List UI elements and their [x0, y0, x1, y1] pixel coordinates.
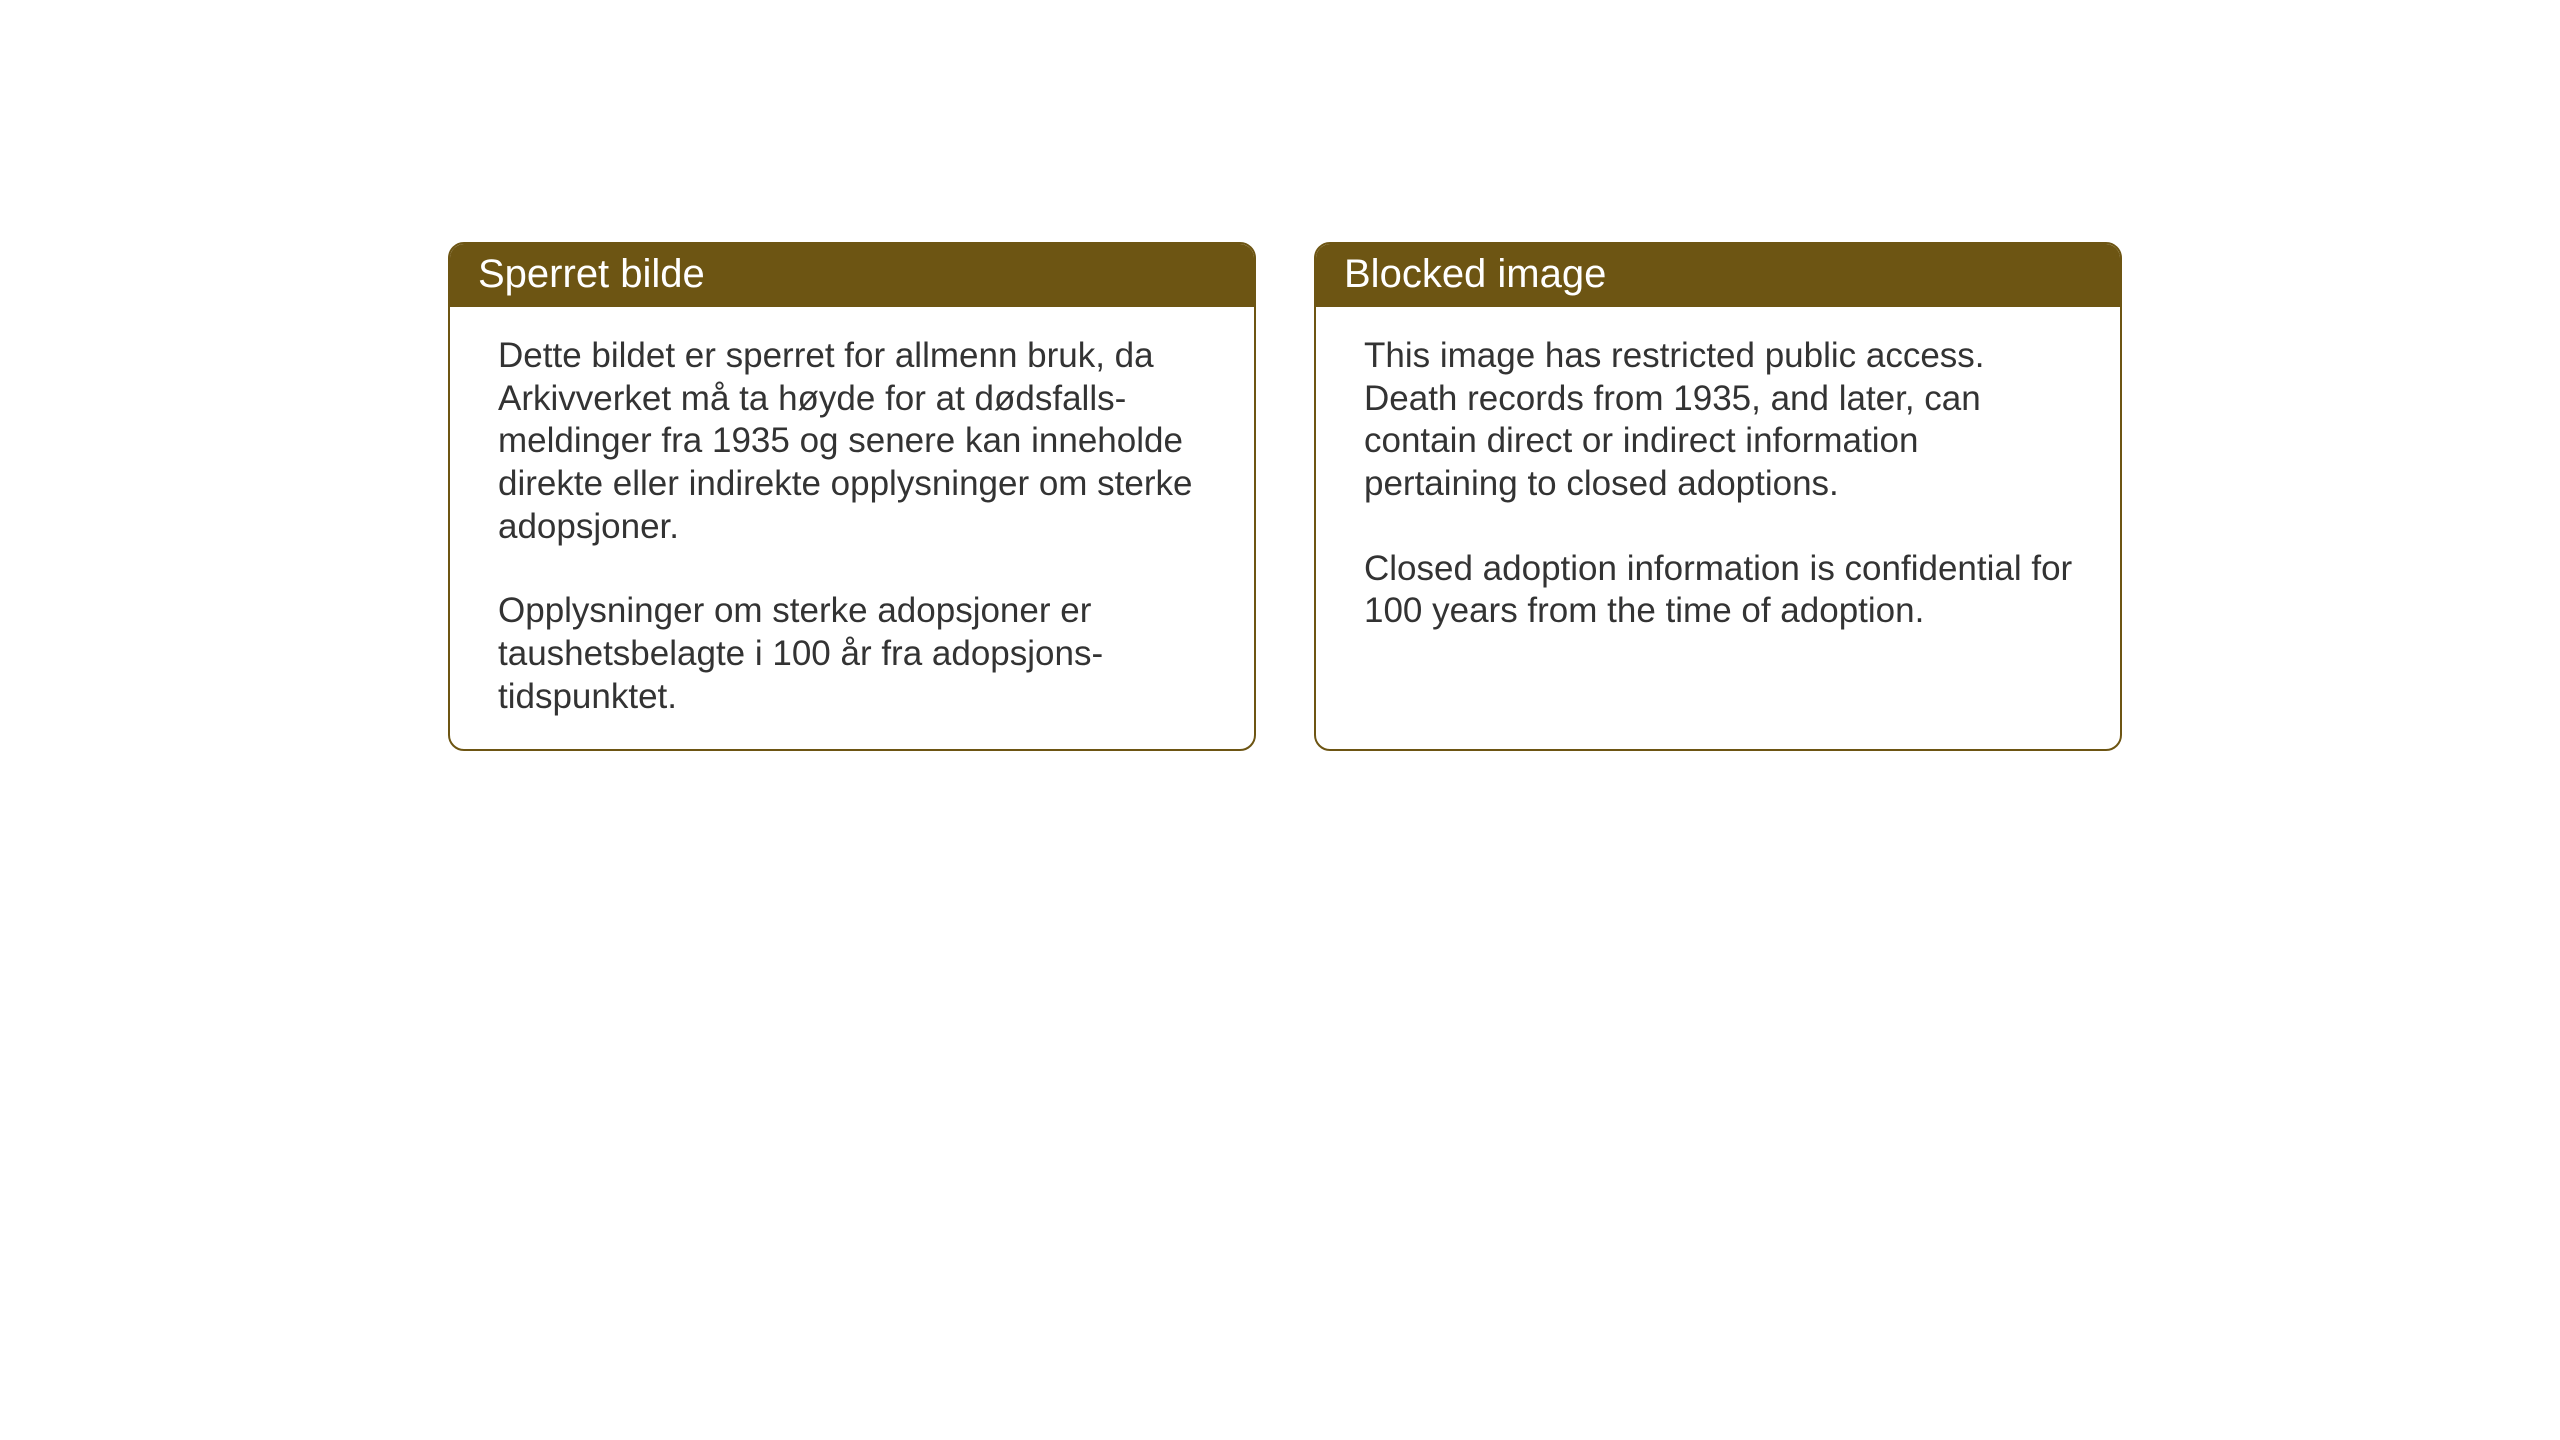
- paragraph-english-2: Closed adoption information is confident…: [1364, 548, 2076, 633]
- paragraph-english-1: This image has restricted public access.…: [1364, 335, 2076, 506]
- card-header-english: Blocked image: [1316, 244, 2120, 307]
- card-body-norwegian: Dette bildet er sperret for allmenn bruk…: [450, 307, 1254, 751]
- paragraph-norwegian-1: Dette bildet er sperret for allmenn bruk…: [498, 335, 1210, 548]
- card-container: Sperret bilde Dette bildet er sperret fo…: [448, 242, 2122, 751]
- paragraph-norwegian-2: Opplysninger om sterke adopsjoner er tau…: [498, 590, 1210, 718]
- card-body-english: This image has restricted public access.…: [1316, 307, 2120, 669]
- card-english: Blocked image This image has restricted …: [1314, 242, 2122, 751]
- card-norwegian: Sperret bilde Dette bildet er sperret fo…: [448, 242, 1256, 751]
- card-header-norwegian: Sperret bilde: [450, 244, 1254, 307]
